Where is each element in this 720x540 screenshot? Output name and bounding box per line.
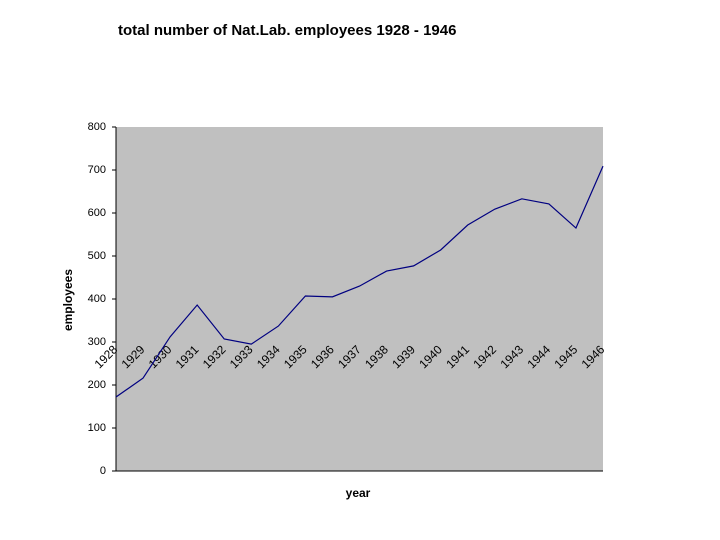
y-tick-label: 600 [88, 207, 106, 219]
data-line [115, 165, 604, 398]
x-axis-title: year [346, 486, 371, 500]
plot-area [116, 127, 603, 471]
y-tick-label: 300 [88, 336, 106, 348]
chart-title: total number of Nat.Lab. employees 1928 … [118, 22, 456, 39]
y-tick-label: 100 [88, 422, 106, 434]
y-tick-label: 700 [88, 164, 106, 176]
y-tick-label: 200 [88, 379, 106, 391]
y-tick-label: 400 [88, 293, 106, 305]
y-tick-label: 0 [100, 465, 106, 477]
y-axis-title: employees [61, 269, 75, 331]
y-tick-label: 800 [88, 121, 106, 133]
y-tick-label: 500 [88, 250, 106, 262]
